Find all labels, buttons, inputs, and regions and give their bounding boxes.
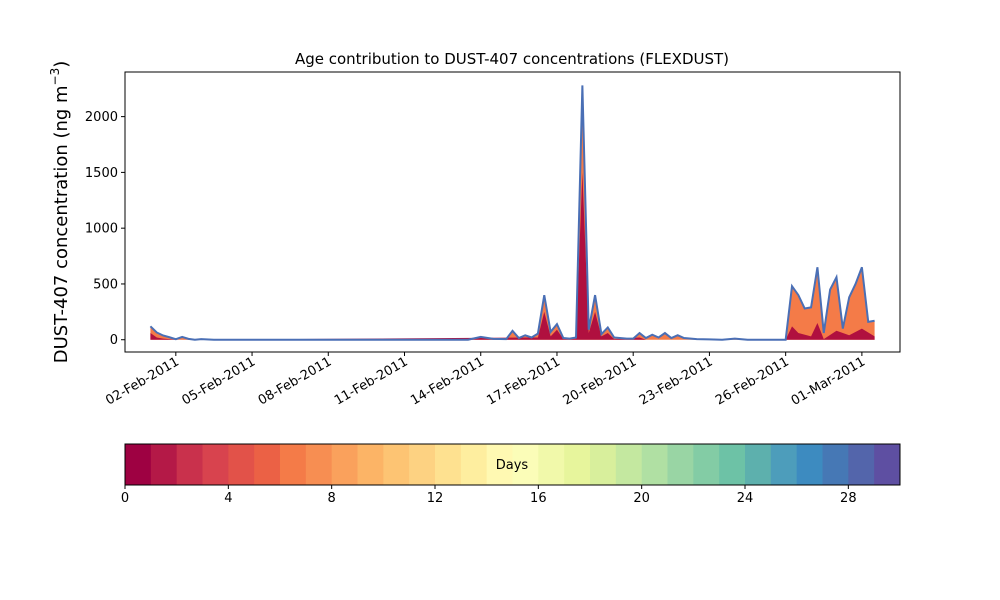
y-tick-label: 1000 bbox=[85, 222, 118, 237]
plot-frame bbox=[124, 71, 901, 353]
colorbar-bin bbox=[280, 444, 307, 485]
total-concentration-line bbox=[149, 85, 875, 341]
colorbar-bin bbox=[176, 444, 203, 485]
colorbar-tick-label: 24 bbox=[737, 491, 754, 506]
y-axis: 0 500 1000 1500 2000 bbox=[85, 110, 125, 348]
colorbar-bin bbox=[254, 444, 281, 485]
colorbar-bin bbox=[409, 444, 436, 485]
plot-area bbox=[124, 71, 901, 353]
colorbar-bin bbox=[590, 444, 617, 485]
colorbar-bin bbox=[719, 444, 746, 485]
y-tick-label: 1500 bbox=[85, 166, 118, 181]
colorbar-tick-label: 4 bbox=[224, 491, 232, 506]
colorbar-bin bbox=[383, 444, 410, 485]
colorbar-bin bbox=[486, 444, 513, 485]
colorbar-bin bbox=[150, 444, 178, 485]
colorbar: 0 4 8 12 16 20 24 28 bbox=[121, 443, 901, 506]
y-axis-label-main: DUST-407 concentration (ng m bbox=[51, 85, 72, 363]
colorbar-bin bbox=[125, 444, 152, 485]
colorbar-bin bbox=[564, 444, 591, 485]
colorbar-bin bbox=[667, 444, 694, 485]
colorbar-frame bbox=[124, 443, 901, 486]
colorbar-bin bbox=[615, 444, 643, 485]
colorbar-label: Days bbox=[496, 458, 529, 473]
colorbar-bin bbox=[512, 444, 539, 485]
colorbar-bin bbox=[331, 444, 358, 485]
colorbar-bin bbox=[641, 444, 668, 485]
colorbar-bin bbox=[770, 444, 798, 485]
y-axis-label: DUST-407 concentration (ng m−3) bbox=[48, 61, 72, 364]
colorbar-bin bbox=[822, 444, 849, 485]
colorbar-bin bbox=[796, 444, 823, 485]
colorbar-tick-label: 12 bbox=[427, 491, 444, 506]
y-tick-label: 2000 bbox=[85, 110, 118, 125]
colorbar-bin bbox=[693, 444, 720, 485]
colorbar-tick-label: 20 bbox=[633, 491, 650, 506]
colorbar-bin bbox=[538, 444, 565, 485]
colorbar-bin bbox=[202, 444, 229, 485]
y-axis-label-close: ) bbox=[51, 61, 72, 68]
colorbar-tick-label: 8 bbox=[328, 491, 336, 506]
colorbar-tick-label: 16 bbox=[530, 491, 547, 506]
older-age-contribution-area bbox=[150, 85, 875, 340]
colorbar-bin bbox=[305, 444, 333, 485]
colorbar-bin bbox=[357, 444, 384, 485]
colorbar-tick-label: 0 bbox=[121, 491, 129, 506]
colorbar-bin bbox=[460, 444, 488, 485]
colorbar-tick-label: 28 bbox=[840, 491, 857, 506]
colorbar-bin bbox=[745, 444, 772, 485]
chart-title: Age contribution to DUST-407 concentrati… bbox=[295, 50, 729, 68]
y-tick-label: 500 bbox=[93, 277, 118, 292]
colorbar-bin bbox=[228, 444, 255, 485]
colorbar-bin bbox=[848, 444, 875, 485]
y-axis-label-superscript: −3 bbox=[48, 68, 62, 86]
y-tick-label: 0 bbox=[110, 333, 118, 348]
colorbar-bin bbox=[435, 444, 462, 485]
colorbar-bin bbox=[874, 444, 901, 485]
